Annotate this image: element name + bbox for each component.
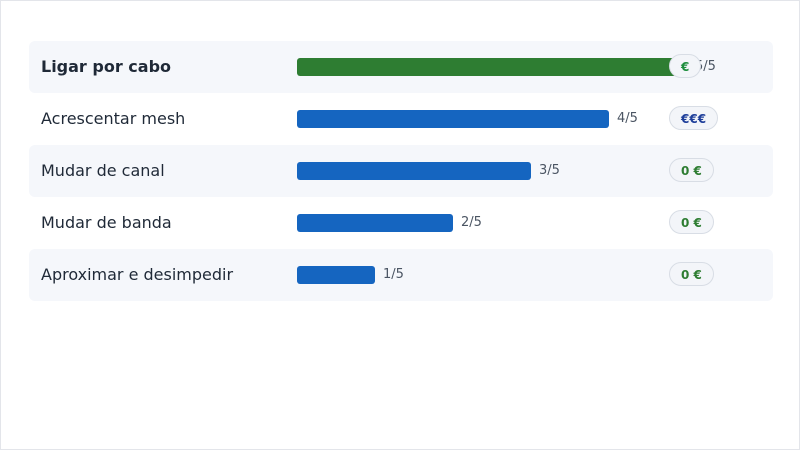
bar (297, 162, 531, 180)
bar-rows: Ligar por cabo 5/5 € Acrescentar mesh 4/5 €€€… (29, 41, 773, 301)
category-label: Mudar de banda (41, 213, 172, 232)
bar-row: Mudar de canal 3/5 0 € (29, 145, 773, 197)
value-label: 4/5 (617, 111, 638, 126)
cost-badge: 0 € (669, 210, 714, 234)
value-label: 3/5 (539, 163, 560, 178)
cost-badge: € (669, 54, 702, 78)
bar-row: Acrescentar mesh 4/5 €€€ (29, 93, 773, 145)
bar-row: Ligar por cabo 5/5 € (29, 41, 773, 93)
category-label: Aproximar e desimpedir (41, 265, 234, 284)
cost-badge: 0 € (669, 158, 714, 182)
category-label: Mudar de canal (41, 161, 165, 180)
bar (297, 110, 609, 128)
category-label: Ligar por cabo (41, 57, 172, 76)
bar-row: Mudar de banda 2/5 0 € (29, 197, 773, 249)
bar (297, 214, 453, 232)
bar (297, 58, 687, 76)
cost-badge: 0 € (669, 262, 714, 286)
value-label: 2/5 (461, 215, 482, 230)
value-label: 1/5 (383, 267, 404, 282)
cost-badge: €€€ (669, 106, 719, 130)
category-label: Acrescentar mesh (41, 109, 186, 128)
bar (297, 266, 375, 284)
bar-row: Aproximar e desimpedir 1/5 0 € (29, 249, 773, 301)
